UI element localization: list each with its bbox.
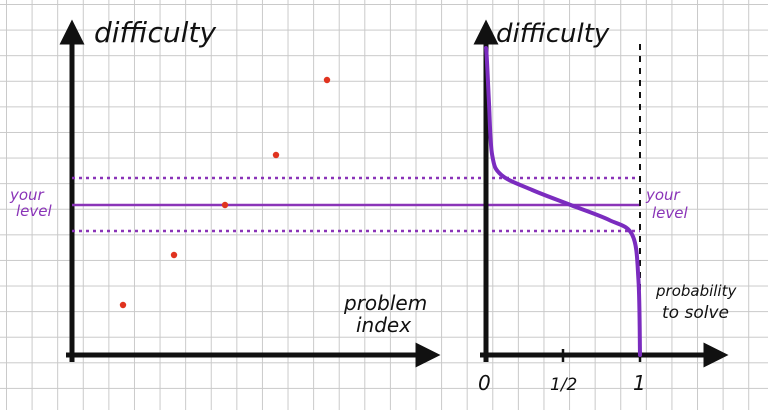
tick-label-zero: 0 <box>478 371 491 395</box>
tick-label-one: 1 <box>633 371 646 395</box>
right-y-label: difficulty <box>496 19 610 49</box>
left-plot: difficulty problem index your level <box>9 16 640 368</box>
left-x-label-line1: problem <box>343 291 427 315</box>
tick-label-half: 1/2 <box>550 375 577 395</box>
left-y-label: difficulty <box>94 16 216 49</box>
right-plot: difficulty probability to solve your lev… <box>473 19 737 395</box>
right-your-level-line1: your <box>645 186 681 204</box>
left-your-level-line1: your <box>9 186 45 204</box>
scatter-point-3 <box>221 201 229 209</box>
right-your-level-line2: level <box>652 204 689 222</box>
scatter-point-4 <box>272 151 280 159</box>
left-x-label-line2: index <box>356 313 411 337</box>
left-your-level-line2: level <box>16 202 53 220</box>
scatter-point-2 <box>170 251 178 259</box>
right-x-label-line2: to solve <box>662 303 729 323</box>
scatter-points <box>119 76 331 309</box>
scatter-point-1 <box>119 301 127 309</box>
probability-curve <box>484 46 642 357</box>
scatter-point-5 <box>323 76 331 84</box>
right-x-label-line1: probability <box>655 282 737 300</box>
